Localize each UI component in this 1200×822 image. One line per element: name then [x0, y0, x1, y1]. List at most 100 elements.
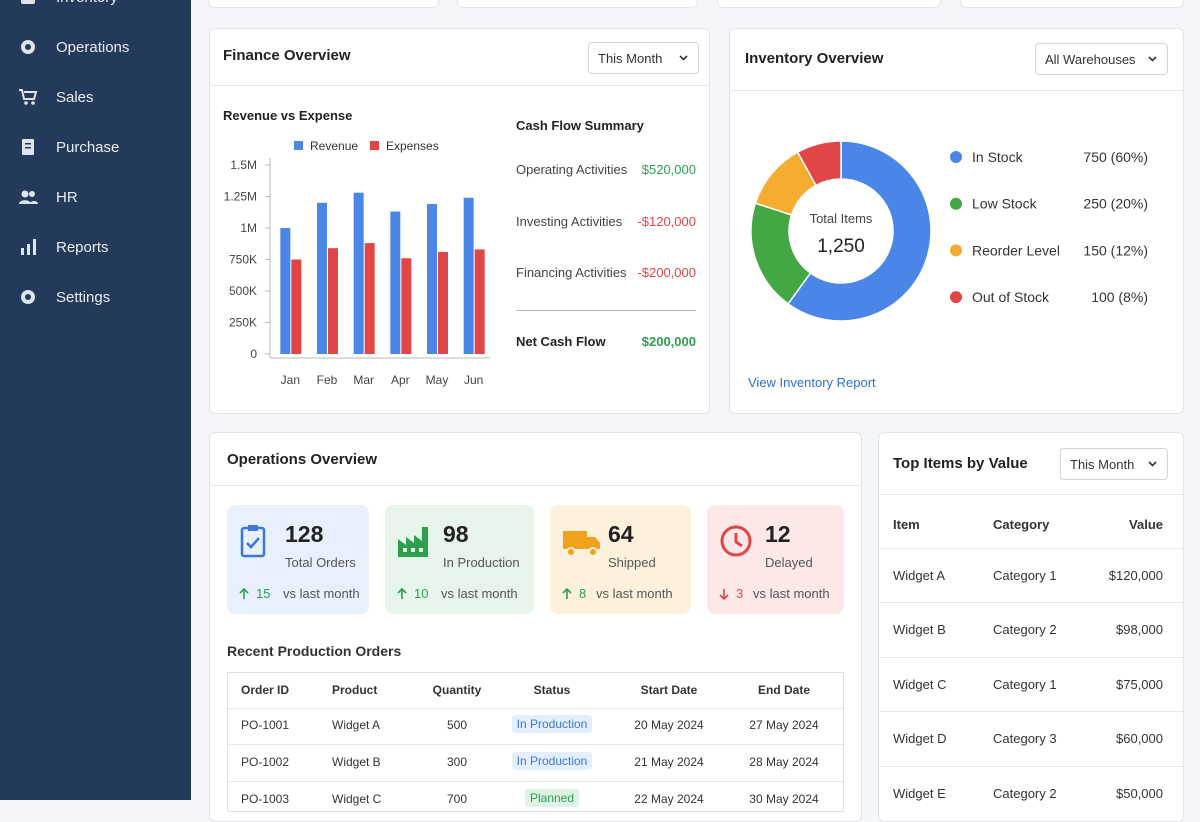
- nav-label: HR: [56, 188, 78, 206]
- nav-icon: [21, 239, 36, 255]
- inventory-report-link[interactable]: View Inventory Report: [748, 375, 876, 390]
- tile-icon: [720, 525, 752, 557]
- dropdown-label: This Month: [1070, 456, 1135, 472]
- net-label: Net Cash Flow: [516, 334, 606, 349]
- cash-flow-value: $520,000: [641, 162, 696, 177]
- column-header: Category: [993, 517, 1050, 532]
- nav-icon: [21, 290, 35, 304]
- cell: Widget C: [332, 792, 382, 806]
- cell: Widget E: [893, 785, 946, 801]
- card-title: Finance Overview: [223, 47, 351, 64]
- nav-item[interactable]: Settings: [0, 277, 191, 317]
- tile-delta: 10: [414, 586, 429, 601]
- cell: Widget A: [893, 568, 946, 583]
- nav-label: Purchase: [56, 138, 120, 156]
- sidebar: Inventory Operations Sales Purchase HR Report…: [0, 0, 191, 800]
- stat-tile: 128 Total Orders 15 vs last month: [227, 505, 369, 614]
- net-value: $200,000: [641, 334, 696, 349]
- tile-label: Shipped: [608, 555, 656, 570]
- inventory-card: [729, 28, 1184, 414]
- status-pill: In Production: [511, 752, 593, 770]
- cash-flow-label: Investing Activities: [516, 213, 623, 229]
- divider: [228, 708, 843, 709]
- tile-delta: 8: [579, 586, 587, 601]
- trend-arrow: [397, 588, 407, 599]
- cell: Category 2: [993, 785, 1057, 801]
- nav-icon: [22, 139, 34, 155]
- chevron: [1148, 56, 1157, 62]
- cell: $98,000: [1116, 622, 1163, 638]
- stat-tile: 64 Shipped 8 vs last month: [550, 505, 691, 614]
- cell: Category 3: [993, 731, 1057, 747]
- cash-flow-label: Financing Activities: [516, 265, 627, 280]
- row-divider: [228, 781, 843, 782]
- warehouse-dropdown[interactable]: All Warehouses: [1035, 43, 1168, 75]
- chevron: [1148, 461, 1157, 467]
- row-divider: [879, 711, 1183, 713]
- divider: [879, 494, 1183, 495]
- cell: PO-1002: [241, 755, 290, 769]
- row-divider: [228, 744, 843, 745]
- tile-value: 128: [285, 521, 324, 547]
- status-pill: In Production: [511, 715, 593, 733]
- stat-tile: 98 In Production 10 vs last month: [385, 505, 534, 614]
- nav-item[interactable]: Reports: [0, 227, 191, 267]
- status-cell: In Production: [492, 715, 612, 733]
- trend-arrow: [719, 589, 729, 600]
- nav-item[interactable]: Purchase: [0, 127, 191, 167]
- row-divider: [879, 765, 1183, 767]
- divider: [210, 85, 709, 86]
- period-dropdown[interactable]: This Month: [588, 42, 699, 74]
- tile-icon: [563, 531, 600, 557]
- tile-icon: [240, 525, 266, 558]
- trend-arrow: [239, 588, 249, 599]
- tile-label: In Production: [443, 555, 520, 570]
- nav-label: Settings: [56, 288, 111, 306]
- column-header: Product: [332, 683, 378, 697]
- summary-card: [960, 0, 1184, 8]
- cell: 27 May 2024: [749, 718, 819, 732]
- status-pill: Planned: [524, 789, 580, 807]
- cell: 500: [446, 718, 468, 732]
- cash-flow-title: Cash Flow Summary: [516, 118, 644, 133]
- tile-value: 64: [608, 521, 634, 547]
- nav-icon: [19, 89, 38, 105]
- column-header: End Date: [757, 683, 810, 697]
- dropdown-label: All Warehouses: [1045, 51, 1136, 67]
- nav-label: Operations: [56, 38, 130, 56]
- nav-item[interactable]: Operations: [0, 27, 191, 67]
- cash-flow-label: Operating Activities: [516, 162, 628, 177]
- nav-item[interactable]: HR: [0, 177, 191, 217]
- tile-delta: 3: [736, 586, 744, 601]
- cell: $75,000: [1116, 676, 1163, 692]
- tile-icon: [398, 527, 428, 557]
- cell: 28 May 2024: [749, 755, 819, 769]
- cell: 300: [446, 755, 468, 769]
- period-dropdown[interactable]: This Month: [1060, 448, 1168, 480]
- cell: Category 2: [993, 622, 1057, 638]
- nav-item[interactable]: Inventory: [0, 0, 191, 17]
- cell: Widget C: [893, 676, 947, 692]
- nav-icon: [19, 190, 38, 204]
- card-title: Operations Overview: [227, 451, 378, 468]
- cell: $120,000: [1108, 568, 1163, 583]
- cell: Widget B: [332, 755, 381, 769]
- nav-item[interactable]: Sales: [0, 77, 191, 117]
- column-header: Quantity: [432, 683, 482, 697]
- divider: [516, 310, 696, 311]
- cell: 21 May 2024: [634, 755, 704, 769]
- summary-card: [717, 0, 941, 8]
- tile-delta: 15: [256, 586, 271, 601]
- column-header: Status: [533, 683, 571, 697]
- tile-delta-text: vs last month: [596, 586, 673, 601]
- trend-arrow: [562, 588, 572, 599]
- nav-icon: [21, 40, 35, 54]
- nav-label: Inventory: [56, 0, 118, 6]
- divider: [730, 90, 1183, 91]
- cell: Category 1: [993, 568, 1057, 583]
- cash-flow-value: -$200,000: [637, 265, 696, 280]
- cell: 30 May 2024: [749, 792, 819, 806]
- tile-delta-text: vs last month: [283, 586, 360, 601]
- cell: Widget A: [332, 718, 381, 732]
